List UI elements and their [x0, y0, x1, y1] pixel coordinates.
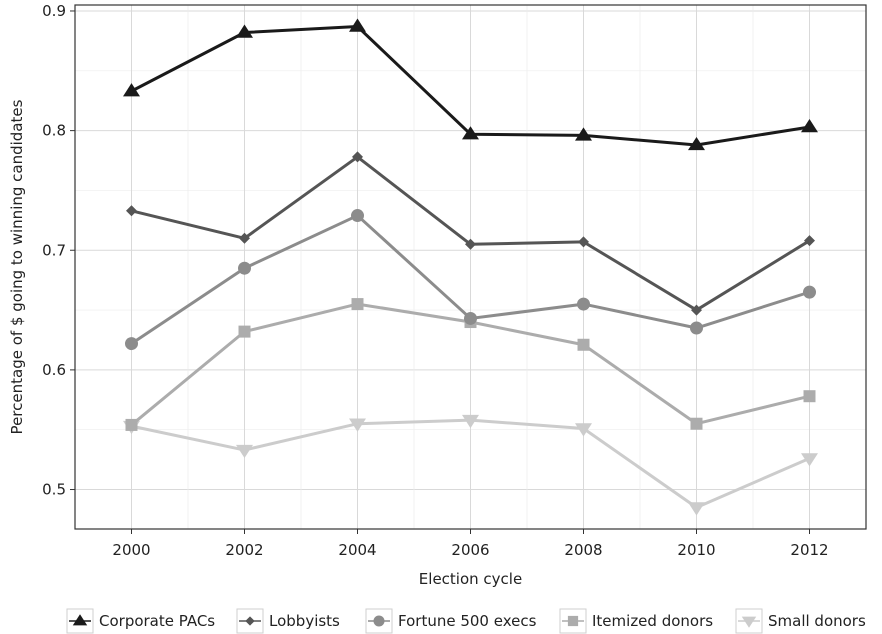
- x-tick-label: 2000: [112, 541, 150, 559]
- legend-label: Corporate PACs: [99, 612, 215, 630]
- x-tick-label: 2002: [225, 541, 263, 559]
- series-marker: [373, 615, 385, 627]
- x-tick-label: 2008: [564, 541, 602, 559]
- series-lobbyists: [126, 151, 815, 316]
- x-tick-label: 2012: [790, 541, 828, 559]
- legend-label: Itemized donors: [592, 612, 713, 630]
- series-marker: [688, 502, 705, 516]
- x-axis: 2000 2002 2004 2006 2008 2010 2012: [112, 529, 829, 559]
- series-marker: [804, 235, 815, 247]
- series-marker: [236, 444, 253, 459]
- y-tick-label: 0.8: [42, 122, 66, 140]
- series-marker: [803, 285, 816, 299]
- series-marker: [465, 238, 476, 250]
- series-marker: [577, 297, 590, 311]
- series-marker: [577, 338, 590, 351]
- series-marker: [688, 136, 705, 151]
- series-marker: [462, 414, 479, 429]
- series-marker: [245, 616, 255, 626]
- legend: Corporate PACs Lobbyists Fortune 500 execs…: [66, 608, 866, 634]
- legend-item: Small donors: [735, 608, 866, 634]
- series-marker: [803, 390, 816, 403]
- series-marker: [464, 311, 477, 325]
- series-marker: [691, 304, 702, 316]
- series-marker: [690, 417, 703, 430]
- series-marker: [575, 423, 592, 437]
- series-marker: [349, 418, 366, 432]
- series-marker: [578, 236, 589, 248]
- y-tick-label: 0.9: [42, 2, 66, 20]
- series-marker: [238, 325, 251, 338]
- series-marker: [238, 261, 251, 275]
- legend-item: Corporate PACs: [66, 608, 215, 634]
- legend-label: Small donors: [768, 612, 866, 630]
- y-tick-label: 0.5: [42, 481, 66, 499]
- legend-item: Fortune 500 execs: [365, 608, 537, 634]
- series-marker: [690, 321, 703, 335]
- series-marker: [575, 127, 592, 141]
- series-marker: [72, 614, 88, 626]
- series-marker: [351, 298, 364, 311]
- x-axis-title: Election cycle: [419, 570, 522, 588]
- series-marker: [741, 616, 757, 628]
- series-marker: [567, 615, 579, 627]
- series-marker: [462, 126, 479, 140]
- series-layer: [123, 18, 818, 516]
- legend-label: Lobbyists: [269, 612, 340, 630]
- y-tick-label: 0.7: [42, 241, 66, 259]
- series-marker: [125, 418, 138, 431]
- series-marker: [239, 232, 250, 244]
- y-tick-label: 0.6: [42, 361, 66, 379]
- x-tick-label: 2006: [451, 541, 489, 559]
- x-tick-label: 2004: [338, 541, 376, 559]
- series-marker: [801, 119, 818, 133]
- series-marker: [123, 83, 140, 97]
- series-marker: [126, 205, 137, 217]
- legend-item: Itemized donors: [559, 608, 713, 634]
- series-marker: [801, 453, 818, 467]
- y-axis: 0.5 0.6 0.7 0.8 0.9: [42, 2, 75, 499]
- x-tick-label: 2010: [677, 541, 715, 559]
- series-marker: [349, 18, 366, 32]
- series-marker: [351, 209, 364, 223]
- grid-lines: [74, 5, 867, 529]
- y-axis-title: Percentage of $ going to winning candida…: [8, 99, 26, 434]
- legend-item: Lobbyists: [236, 608, 340, 634]
- series-marker: [236, 24, 253, 38]
- series-fortune-500-execs: [125, 209, 816, 351]
- series-marker: [352, 151, 363, 163]
- legend-label: Fortune 500 execs: [398, 612, 537, 630]
- series-marker: [125, 337, 138, 351]
- series-corporate-pacs: [123, 18, 818, 151]
